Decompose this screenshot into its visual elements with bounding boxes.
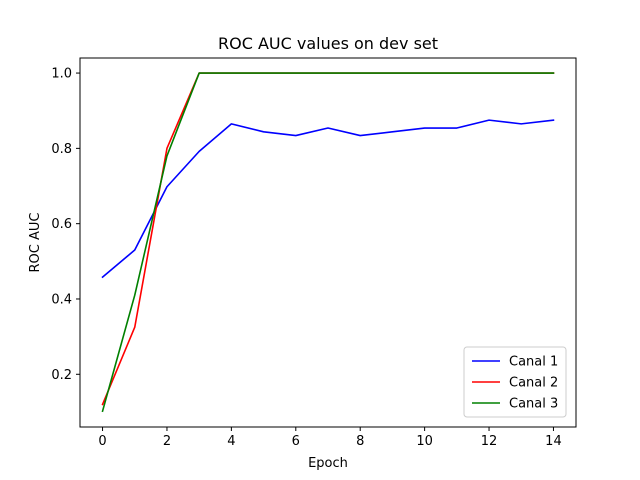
legend-entry-label: Canal 2	[509, 376, 558, 391]
y-axis-label: ROC AUC	[28, 213, 43, 273]
series-line-canal-1	[101, 119, 555, 279]
x-tick-label: 6	[292, 434, 300, 449]
legend-box	[463, 346, 567, 418]
legend-entry-label: Canal 1	[509, 355, 558, 370]
y-axis-ticks: 0.2 0.4 0.6 0.8 1.0	[51, 67, 80, 383]
x-tick-label: 14	[545, 434, 562, 449]
x-tick-label: 0	[98, 434, 106, 449]
y-tick-label: 0.8	[51, 142, 72, 157]
x-tick-label: 10	[416, 434, 433, 449]
x-tick-label: 12	[481, 434, 498, 449]
y-tick-label: 1.0	[51, 67, 72, 82]
y-tick-label: 0.2	[51, 368, 72, 383]
plot-area	[101, 72, 555, 413]
x-axis-ticks: 0 2 4 6 8 10 12 14	[98, 427, 562, 449]
y-tick-label: 0.6	[51, 217, 72, 232]
series-line-canal-3	[101, 72, 555, 413]
x-tick-label: 4	[227, 434, 235, 449]
x-tick-label: 2	[163, 434, 171, 449]
chart-title: ROC AUC values on dev set	[218, 34, 438, 53]
x-tick-label: 8	[356, 434, 364, 449]
axes-frame	[79, 57, 577, 428]
y-tick-label: 0.4	[51, 292, 72, 307]
legend-entry-label: Canal 3	[509, 397, 558, 412]
x-axis-label: Epoch	[308, 456, 348, 471]
legend: Canal 1 Canal 2 Canal 3	[463, 346, 567, 418]
